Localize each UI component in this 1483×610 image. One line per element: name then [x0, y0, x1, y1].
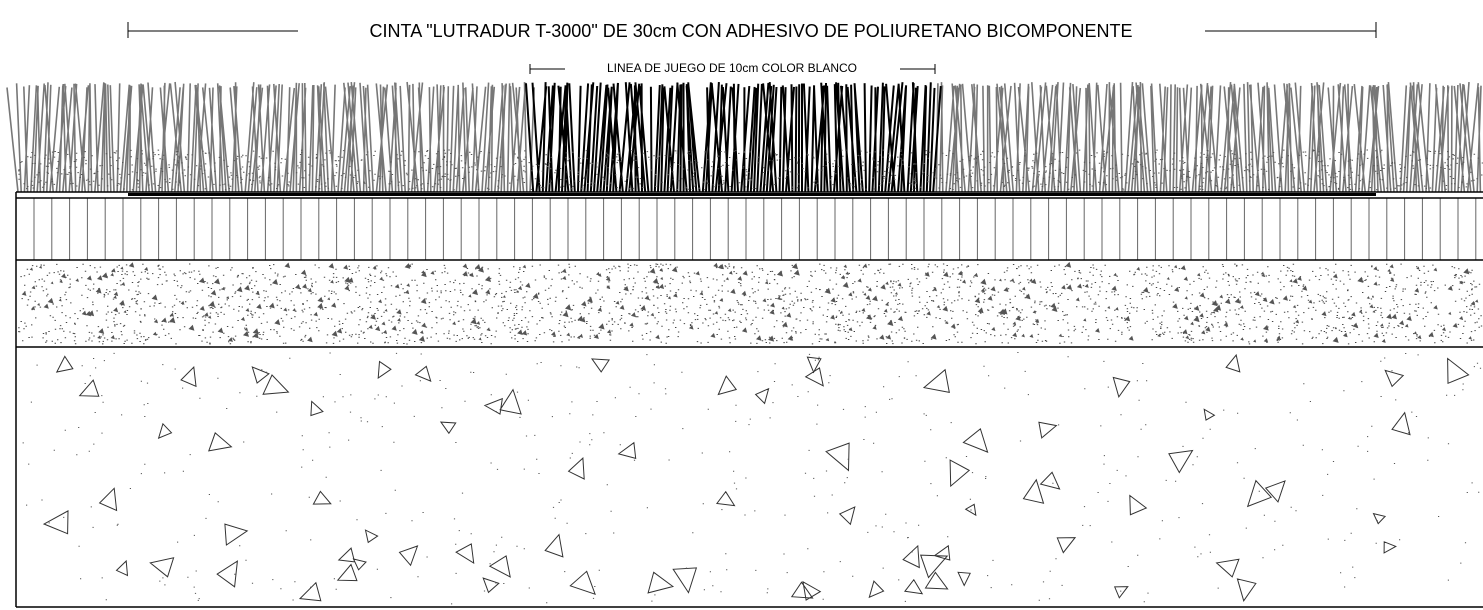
white-line-fibers: [525, 82, 942, 193]
grass-fibers: [6, 81, 1482, 193]
tape-label: CINTA "LUTRADUR T-3000" DE 30cm CON ADHE…: [370, 21, 1133, 41]
layer-borders: [15, 191, 1483, 608]
concrete-dots: [22, 352, 1482, 605]
concrete-aggregate: [42, 353, 1470, 602]
aggregate-stones: [21, 261, 1479, 343]
layers: [6, 81, 1483, 605]
infill: [18, 149, 1483, 191]
tape-dimension: [127, 22, 1377, 38]
aggregate-dots: [18, 263, 1483, 345]
line-label: LINEA DE JUEGO DE 10cm COLOR BLANCO: [607, 61, 857, 75]
base-hatch: [33, 198, 1477, 260]
tape: [128, 193, 1376, 196]
line-dimension: [529, 64, 936, 74]
